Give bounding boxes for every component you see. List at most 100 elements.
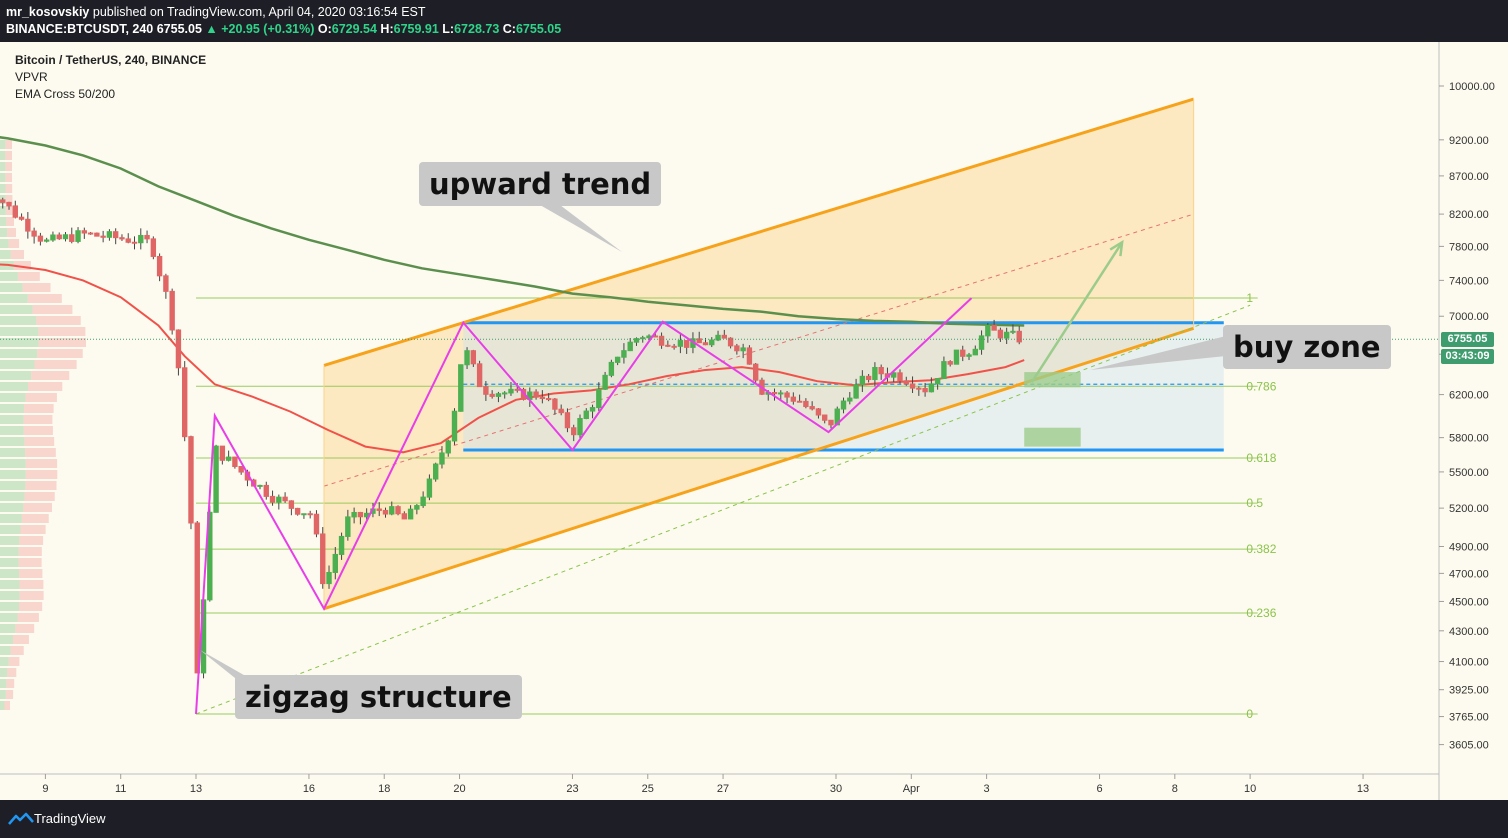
vpvr-bar-up: [0, 217, 7, 226]
candle-body: [514, 388, 520, 391]
candle-body: [182, 367, 188, 438]
candle-body: [947, 361, 953, 365]
candle-body: [219, 445, 226, 461]
candle-body: [56, 234, 62, 240]
y-tick-label: 7800.00: [1449, 241, 1489, 253]
fib-label: 0.236: [1246, 606, 1276, 620]
candle-body: [1003, 331, 1010, 339]
candle-body: [420, 496, 426, 507]
vpvr-bar-up: [0, 272, 18, 281]
vpvr-bar-down: [38, 327, 86, 336]
vpvr-bar-up: [0, 701, 5, 710]
candle-body: [43, 239, 50, 242]
vpvr-bar-down: [23, 426, 53, 435]
vpvr-bar-up: [0, 184, 6, 193]
candle-body: [451, 410, 458, 442]
projection-arrow-line: [1030, 241, 1124, 383]
y-tick-label: 5200.00: [1449, 503, 1489, 515]
high-label: H:: [380, 22, 394, 36]
vpvr-bar-down: [13, 635, 29, 644]
candle-body: [495, 393, 502, 397]
vpvr-bar-down: [19, 580, 44, 589]
candle-body: [809, 406, 815, 410]
vpvr-bar-up: [0, 679, 7, 688]
candle-body: [960, 349, 966, 357]
vpvr-bar-up: [0, 459, 26, 468]
indicator-ema-cross[interactable]: EMA Cross 50/200: [15, 87, 116, 101]
candle-body: [407, 508, 414, 520]
candle-body: [75, 230, 81, 242]
vpvr-bar-down: [22, 283, 51, 292]
vpvr-bar-down: [25, 459, 58, 468]
vpvr-bar-up: [0, 602, 19, 611]
candle-body: [307, 513, 313, 516]
candle-body: [608, 361, 615, 376]
projection-arrow-head: [1109, 239, 1124, 257]
candle-body: [31, 230, 37, 237]
candle-body: [188, 436, 194, 524]
candle-body: [1016, 330, 1022, 343]
high-value: 6759.91: [393, 22, 439, 36]
vpvr-bar-up: [0, 437, 25, 446]
candle-body: [564, 412, 571, 429]
vpvr-bar-down: [7, 668, 17, 677]
vpvr-bar-up: [0, 580, 20, 589]
chart-background: [0, 42, 1508, 800]
candle-body: [640, 337, 646, 340]
vpvr-bar-down: [5, 173, 12, 182]
candle-body: [12, 205, 18, 218]
candle-body: [922, 388, 928, 393]
candle-body: [916, 387, 922, 390]
vpvr-bar-down: [38, 338, 86, 347]
candle-body: [966, 354, 972, 357]
vpvr-bar-down: [17, 613, 39, 622]
chart-title: Bitcoin / TetherUS, 240, BINANCE: [15, 53, 207, 67]
indicator-vpvr[interactable]: VPVR: [15, 70, 48, 84]
vpvr-bar-down: [34, 360, 77, 369]
candle-body: [734, 345, 740, 352]
candle-body: [257, 484, 263, 487]
candle-body: [577, 418, 583, 436]
candle-body: [395, 506, 401, 515]
vpvr-bar-down: [27, 294, 62, 303]
candle-body: [997, 329, 1004, 339]
top-info-bar: mr_kosovskiy published on TradingView.co…: [0, 0, 1508, 42]
ohlc-line: BINANCE:BTCUSDT, 240 6755.05 ▲ +20.95 (+…: [6, 22, 561, 36]
candle-body: [125, 238, 131, 243]
candle-body: [991, 324, 997, 331]
candle-body: [37, 235, 44, 242]
candle-body: [276, 496, 282, 503]
vpvr-bar-up: [0, 294, 28, 303]
candle-body: [269, 495, 276, 503]
vpvr-bar-down: [24, 437, 55, 446]
low-value: 6728.73: [454, 22, 500, 36]
candle-body: [822, 414, 828, 421]
vpvr-bar-down: [20, 525, 46, 534]
time-axis[interactable]: 9 11 13 16 18 20 23 25 27 30 Apr 3 6 8 10 13: [42, 774, 1369, 795]
vpvr-bar-up: [0, 349, 38, 358]
vpvr-bar-down: [10, 250, 24, 259]
close-value: 6755.05: [515, 22, 562, 36]
candle-body: [25, 218, 31, 232]
vpvr-bar-down: [5, 151, 12, 160]
callout-buy-zone: buy zone: [1223, 325, 1391, 369]
candle-body: [357, 511, 364, 518]
vpvr-bar-down: [18, 558, 42, 567]
zigzag-line: [195, 297, 973, 715]
y-tick-label: 4300.00: [1449, 626, 1489, 638]
vpvr-bar-down: [5, 184, 13, 193]
candle-body: [69, 234, 75, 242]
tradingview-brand[interactable]: TradingView: [34, 811, 106, 826]
vpvr-bar-up: [0, 448, 26, 457]
price-chart[interactable]: 1 0.786 0.618 0.5 0.382 0.236 0 10000.00 9200.0…: [0, 42, 1508, 800]
candle-body: [627, 341, 633, 352]
vpvr-bar-down: [18, 547, 42, 556]
x-tick-label: Apr: [903, 783, 920, 795]
x-tick-label: 23: [566, 783, 578, 795]
candle-body: [702, 342, 709, 346]
x-tick-label: 20: [453, 783, 465, 795]
vpvr-bar-down: [28, 382, 63, 391]
vpvr-bar-up: [0, 250, 11, 259]
candle-body: [589, 407, 596, 412]
vpvr-bar-down: [25, 393, 57, 402]
